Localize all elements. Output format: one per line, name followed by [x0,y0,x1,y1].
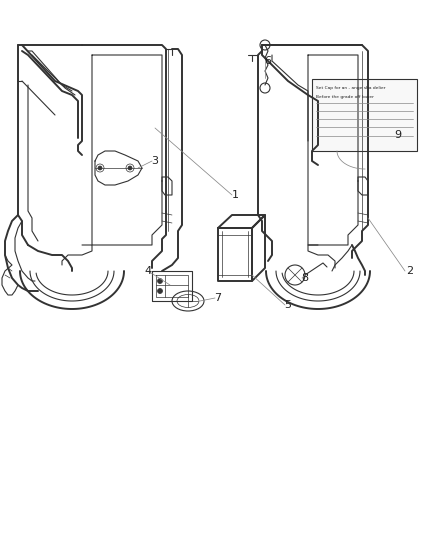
Text: Set Cap for an - ange sha delier: Set Cap for an - ange sha delier [316,86,385,90]
Text: 2: 2 [406,266,413,276]
Text: 4: 4 [145,266,152,276]
Text: 9: 9 [395,130,402,140]
Ellipse shape [177,295,199,308]
Circle shape [158,279,162,284]
Text: 5: 5 [285,300,292,310]
Text: 1: 1 [232,190,239,200]
Text: 3: 3 [152,156,159,166]
Text: 8: 8 [301,273,308,283]
Text: 6: 6 [265,56,272,66]
Circle shape [158,288,162,294]
Circle shape [128,166,132,170]
Text: 7: 7 [215,293,222,303]
Text: Before the grade off lower: Before the grade off lower [316,95,374,99]
Bar [312,79,417,151]
Ellipse shape [172,291,204,311]
Circle shape [98,166,102,170]
